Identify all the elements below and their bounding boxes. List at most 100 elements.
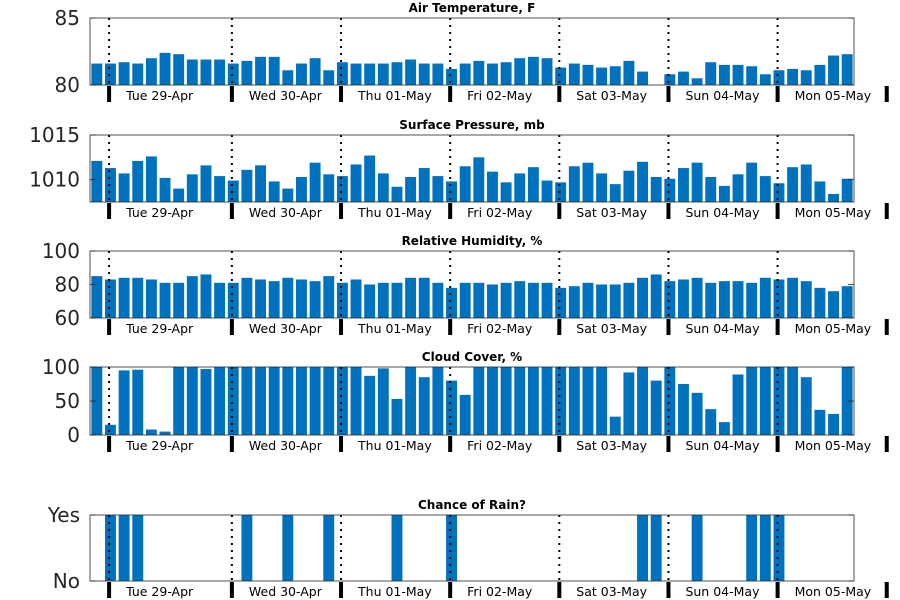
x-tick-label: Fri 02-May <box>467 205 533 220</box>
x-tick-label: Sun 04-May <box>685 321 760 336</box>
data-bar <box>432 176 444 202</box>
panel-title: Chance of Rain? <box>418 498 526 512</box>
y-tick-label: 85 <box>55 6 80 30</box>
axes-frame <box>89 17 855 86</box>
x-tick-label: Sun 04-May <box>685 88 760 103</box>
data-bar <box>350 164 362 202</box>
data-bar <box>186 276 198 319</box>
panel-4: 0 50 100 Cloud Cover, % Tue 29-Apr Wed 30-Apr… <box>42 350 889 453</box>
data-bar <box>527 367 539 435</box>
data-bar <box>541 282 553 318</box>
data-bar <box>132 277 144 318</box>
data-bar <box>555 182 567 202</box>
data-bar <box>527 167 539 202</box>
data-bar <box>186 367 198 435</box>
data-bar <box>391 515 403 581</box>
data-bar <box>214 176 226 202</box>
data-bar <box>91 276 103 319</box>
data-bar <box>432 63 444 85</box>
data-bar <box>391 398 403 435</box>
data-bar <box>514 281 526 318</box>
axes-frame <box>89 134 855 203</box>
data-bar <box>473 367 485 435</box>
data-bar <box>718 422 730 435</box>
data-bar <box>282 70 294 85</box>
data-bar <box>364 63 376 85</box>
data-bar <box>227 282 239 318</box>
x-tick-label: Mon 05-May <box>795 205 872 220</box>
data-bar <box>732 281 744 318</box>
data-bar <box>173 54 185 85</box>
data-bar <box>418 377 430 435</box>
data-bar <box>514 58 526 85</box>
data-bar <box>787 367 799 435</box>
data-bar <box>568 286 580 318</box>
x-day-tick <box>448 436 453 452</box>
x-tick-label: Tue 29-Apr <box>125 438 194 453</box>
data-bar <box>200 274 212 318</box>
data-bar <box>459 282 471 318</box>
data-bar <box>145 58 157 85</box>
data-bar <box>814 181 826 202</box>
x-day-tick <box>339 436 344 452</box>
y-tick-label: 50 <box>55 389 80 413</box>
x-tick-label: Thu 01-May <box>357 88 432 103</box>
x-day-tick <box>666 203 671 219</box>
data-bar <box>814 287 826 318</box>
data-bar <box>241 60 253 85</box>
data-bar <box>623 282 635 318</box>
data-bar <box>186 59 198 85</box>
x-tick-label: Mon 05-May <box>795 584 872 599</box>
x-day-tick <box>557 436 562 452</box>
data-bar <box>282 367 294 435</box>
x-day-tick <box>107 319 112 335</box>
axes-frame <box>89 514 855 582</box>
panel-title: Relative Humidity, % <box>402 234 543 248</box>
data-bar <box>814 64 826 85</box>
data-bar <box>500 282 512 318</box>
x-tick-label: Sat 03-May <box>576 205 647 220</box>
data-bar <box>637 71 648 85</box>
data-bar <box>759 277 771 318</box>
data-bar <box>650 176 662 202</box>
data-bar <box>446 181 457 202</box>
panel-2: 1010 1015 Surface Pressure, mb Tue 29-Apr We… <box>29 118 889 220</box>
x-tick-label: Mon 05-May <box>795 321 872 336</box>
data-bar <box>336 62 348 85</box>
y-tick-label: 1010 <box>29 168 80 192</box>
panel-3: 60 80 100 Relative Humidity, % Tue 29-Apr Wed… <box>42 234 889 336</box>
data-bar <box>637 367 648 435</box>
data-bar <box>118 277 130 318</box>
x-day-tick <box>229 86 234 102</box>
data-bar <box>309 162 321 202</box>
data-bar <box>514 367 526 435</box>
x-day-tick <box>884 582 889 598</box>
x-day-tick <box>884 86 889 102</box>
x-tick-label: Tue 29-Apr <box>125 88 194 103</box>
data-bar <box>255 279 266 318</box>
panel-title: Surface Pressure, mb <box>399 118 545 132</box>
data-bar <box>678 279 689 318</box>
data-bar <box>132 515 144 581</box>
y-tick-label: 100 <box>42 355 80 379</box>
x-tick-label: Thu 01-May <box>357 205 432 220</box>
y-tick-label: 0 <box>67 423 80 447</box>
data-bar <box>664 74 676 85</box>
data-bar <box>446 380 457 435</box>
data-bar <box>241 515 253 581</box>
data-bar <box>650 380 662 435</box>
data-bar <box>637 515 648 581</box>
data-bar <box>268 56 280 85</box>
data-bar <box>350 279 362 318</box>
data-bar <box>678 168 689 202</box>
data-bar <box>487 63 498 85</box>
x-tick-label: Sun 04-May <box>685 205 760 220</box>
data-bar <box>787 277 799 318</box>
data-bar <box>364 284 376 318</box>
x-tick-label: Mon 05-May <box>795 88 872 103</box>
data-bar <box>118 62 130 85</box>
x-day-tick <box>339 582 344 598</box>
data-bar <box>691 78 703 85</box>
data-bar <box>255 367 266 435</box>
data-bar <box>473 282 485 318</box>
